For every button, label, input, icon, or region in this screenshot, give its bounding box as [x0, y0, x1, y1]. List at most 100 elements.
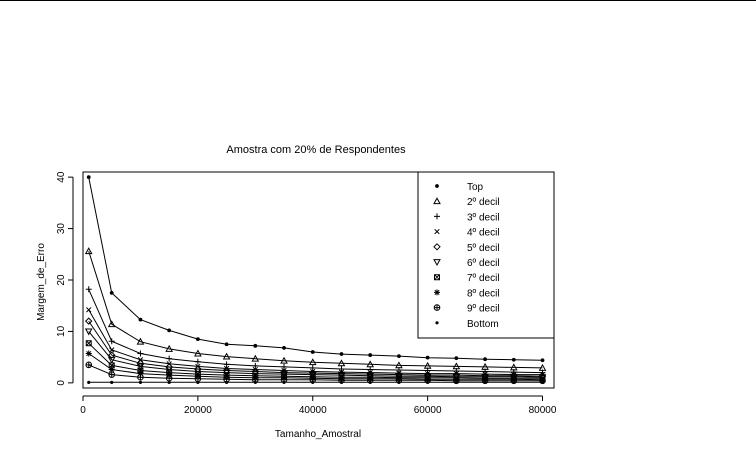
legend-marker [435, 321, 439, 325]
data-point-cross [85, 362, 92, 368]
legend-item: 7º decil [434, 273, 500, 284]
data-point [253, 343, 258, 348]
data-point [337, 359, 346, 367]
data-point [85, 340, 92, 347]
legend-label: 8º decil [467, 288, 500, 299]
data-point [196, 380, 200, 384]
data-point [222, 366, 231, 375]
data-point [223, 361, 230, 368]
data-point [84, 328, 93, 336]
data-point [452, 373, 461, 381]
legend-item: 5º decil [433, 243, 500, 254]
legend-marker [434, 213, 440, 220]
data-point [222, 352, 231, 360]
x-tick-label: 80000 [529, 405, 557, 416]
legend-label: Top [467, 182, 484, 193]
data-point [137, 370, 144, 377]
data-point [138, 380, 143, 384]
y-axis-label: Margem_de_Erro [36, 243, 47, 321]
data-point [339, 352, 344, 356]
legend-item: 6º decil [433, 258, 500, 269]
legend-item: Bottom [435, 319, 499, 330]
data-point [108, 338, 115, 345]
legend-item: 3º decil [434, 212, 500, 223]
data-point [483, 380, 487, 384]
data-point [86, 175, 91, 180]
data-point [483, 357, 487, 362]
data-point [167, 380, 171, 384]
legend-item: 4º decil [434, 228, 500, 239]
series-layer [84, 175, 547, 385]
data-point [224, 342, 229, 347]
data-point [166, 355, 173, 362]
x-tick-label: 0 [80, 405, 86, 416]
data-point [368, 353, 373, 357]
data-point [339, 380, 344, 384]
data-point [282, 345, 286, 350]
data-point [86, 307, 92, 313]
data-point-cross [137, 374, 144, 380]
x-tick-label: 40000 [299, 405, 327, 416]
data-point [136, 337, 145, 345]
data-point [540, 380, 545, 384]
series-line [88, 320, 543, 377]
y-tick-label: 10 [56, 325, 67, 337]
legend-box [417, 171, 555, 339]
data-point [108, 362, 115, 369]
data-point [426, 380, 430, 384]
legend-marker [433, 243, 441, 251]
y-tick-label: 0 [56, 380, 67, 386]
data-point [84, 247, 93, 255]
data-point [110, 380, 114, 384]
data-point [194, 349, 202, 357]
x-tick-label: 60000 [414, 405, 442, 416]
legend-marker [435, 184, 439, 188]
series-10 [87, 380, 545, 384]
legend: Top 2º decil 3º decil 4º decil 5º decil 6º de… [417, 171, 555, 339]
top-border-line [0, 0, 756, 1]
data-point [397, 380, 401, 384]
legend-marker-cross [434, 304, 440, 311]
legend-marker [434, 228, 440, 235]
data-point [454, 380, 458, 384]
legend-label: Bottom [467, 319, 499, 330]
data-point [194, 358, 201, 365]
legend-item: 9º decil [433, 304, 500, 315]
data-point [137, 373, 144, 381]
data-point [310, 350, 315, 354]
legend-item: 8º decil [434, 288, 500, 299]
legend-label: 4º decil [467, 228, 500, 239]
data-point [85, 361, 93, 369]
legend-label: 5º decil [467, 243, 500, 254]
legend-marker [433, 197, 441, 205]
data-point [454, 356, 459, 361]
x-tick-label: 20000 [184, 405, 212, 416]
data-point [538, 374, 547, 382]
data-point [308, 358, 317, 366]
data-point [512, 380, 516, 384]
x-axis-label: Tamanho_Amostral [275, 429, 361, 440]
data-point [108, 351, 116, 359]
data-point [136, 363, 145, 371]
data-point [195, 337, 200, 342]
data-point [85, 286, 92, 293]
data-point [253, 380, 257, 384]
data-point-cross [108, 371, 115, 378]
data-point [109, 290, 114, 295]
legend-label: 2º decil [467, 197, 500, 208]
x-axis: 0 20000 40000 60000 80000 [80, 395, 557, 416]
y-tick-label: 40 [56, 171, 67, 183]
legend-marker [434, 274, 440, 281]
data-point-cross [195, 375, 201, 382]
chart-title: Amostra com 20% de Respondentes [226, 144, 406, 156]
data-point [165, 374, 173, 382]
series-line [88, 251, 543, 369]
data-point [194, 375, 202, 383]
data-point-cross [166, 375, 172, 382]
data-point [425, 355, 430, 360]
data-point [251, 367, 260, 376]
data-point [311, 380, 315, 384]
legend-label: 9º decil [467, 304, 500, 315]
data-point [107, 356, 116, 364]
